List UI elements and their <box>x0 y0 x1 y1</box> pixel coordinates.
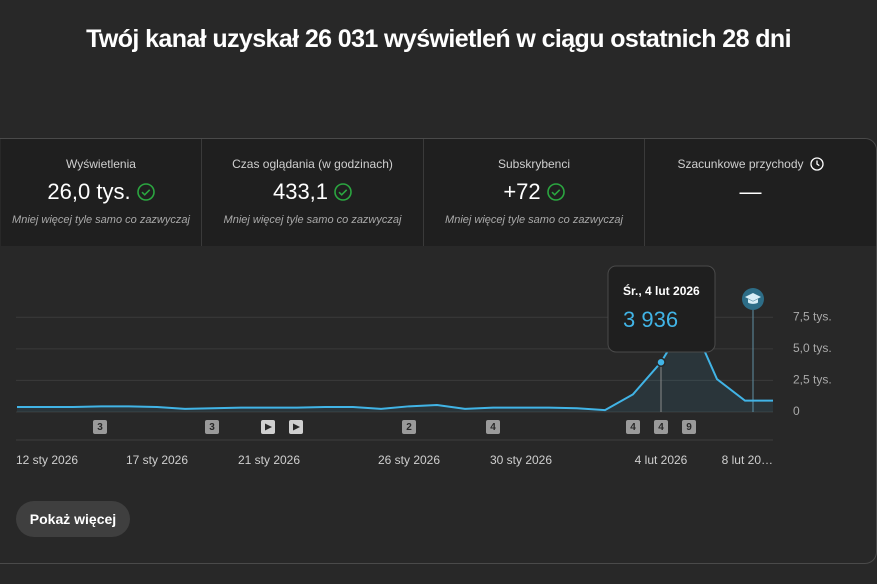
x-tick-label: 21 sty 2026 <box>238 453 300 467</box>
metric-card[interactable]: Czas oglądania (w godzinach) 433,1 Mniej… <box>202 139 424 246</box>
metric-value: 433,1 <box>272 179 329 204</box>
title: Twój kanał uzyskał 26 031 wyświetleń w c… <box>86 25 791 53</box>
event-marker-label: 3 <box>209 422 215 433</box>
event-marker <box>654 420 668 434</box>
event-marker-label: 4 <box>658 422 664 433</box>
metric-card[interactable]: Subskrybenci +72 Mniej więcej tyle samo … <box>424 139 645 246</box>
line <box>17 313 773 412</box>
check-icon <box>334 183 352 201</box>
event-marker <box>682 420 696 434</box>
tooltip-value: 3 936 <box>623 307 678 332</box>
x-tick-label: 17 sty 2026 <box>126 453 188 467</box>
event-marker-label: 2 <box>406 422 412 433</box>
metric-label: Szacunkowe przychody <box>677 157 804 171</box>
hover-dot <box>656 357 666 368</box>
x-tick-label: 26 sty 2026 <box>378 453 440 467</box>
metric-label: Wyświetlenia <box>66 157 136 171</box>
play-icon <box>293 423 300 431</box>
education-icon[interactable] <box>742 288 764 310</box>
event-marker-label: 9 <box>686 422 692 433</box>
metric-note: Mniej więcej tyle samo co zazwyczaj <box>12 214 190 226</box>
metric-label: Subskrybenci <box>497 157 571 171</box>
clock-icon <box>809 157 824 171</box>
analytics-card: Wyświetlenia 26,0 tys. Mniej więcej tyle… <box>0 138 877 564</box>
event-marker <box>205 420 219 434</box>
event-marker-label: 4 <box>490 422 496 433</box>
x-tick-label: 12 sty 2026 <box>16 453 78 467</box>
y-tick-label: 0 <box>793 404 800 418</box>
check-icon <box>546 183 565 201</box>
x-tick-label: 30 sty 2026 <box>490 453 552 467</box>
metric-card[interactable]: Szacunkowe przychody — <box>645 139 876 246</box>
event-marker <box>486 420 500 434</box>
metric-label: Czas oglądania (w godzinach) <box>232 157 393 171</box>
y-tick-label: 5,0 tys. <box>793 341 832 355</box>
y-tick-label: 2,5 tys. <box>793 373 832 387</box>
show-more-button[interactable]: Pokaż więcej <box>16 501 130 537</box>
tooltip <box>607 265 716 353</box>
area <box>17 315 773 412</box>
metric-note: Mniej więcej tyle samo co zazwyczaj <box>445 214 623 226</box>
metric-value: +72 <box>503 179 541 204</box>
metric-note: Mniej więcej tyle samo co zazwyczaj <box>223 214 402 226</box>
metric-value: — <box>739 179 762 204</box>
event-marker-label: 4 <box>630 422 636 433</box>
metric-value: 26,0 tys. <box>47 179 131 204</box>
play-icon <box>265 423 272 431</box>
x-tick-label: 4 lut 2026 <box>635 453 688 467</box>
x-tick-label: 8 lut 20… <box>722 453 773 467</box>
y-tick-label: 7,5 tys. <box>793 309 832 323</box>
metric-card[interactable]: Wyświetlenia 26,0 tys. Mniej więcej tyle… <box>1 139 202 246</box>
tooltip-title: Śr., 4 lut 2026 <box>623 283 700 298</box>
event-marker <box>402 420 416 434</box>
event-marker <box>93 420 107 434</box>
event-marker-label: 3 <box>97 422 103 433</box>
check-icon <box>136 183 155 201</box>
event-marker <box>626 420 640 434</box>
